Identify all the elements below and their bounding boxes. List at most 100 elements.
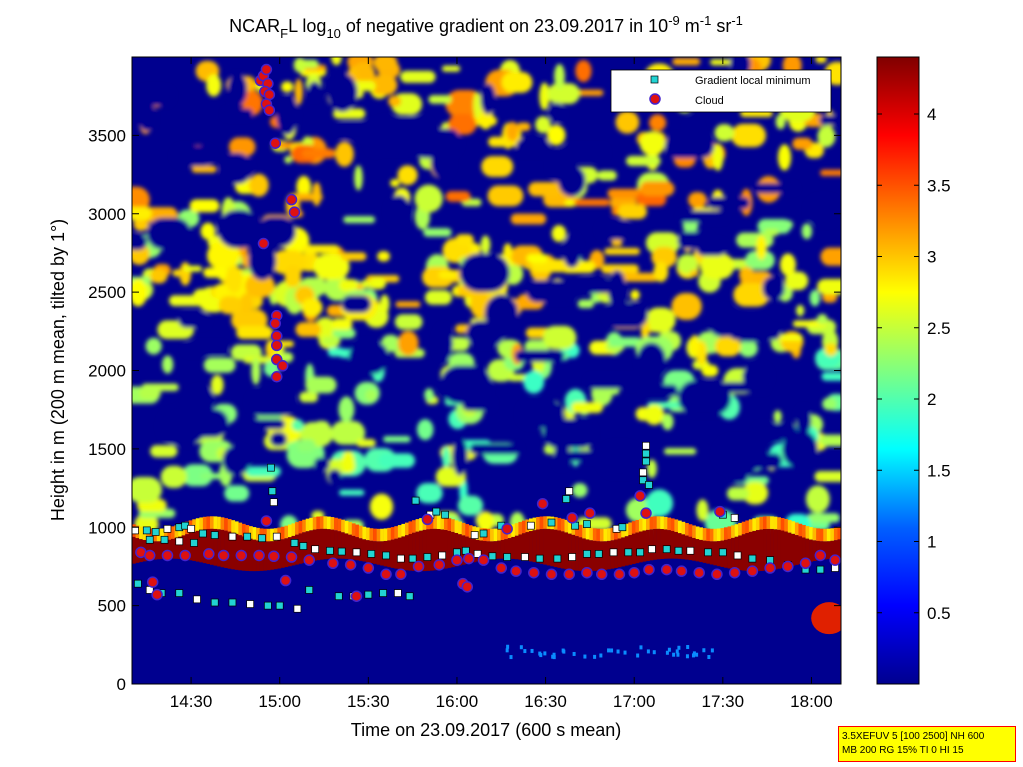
heat-cell	[695, 652, 699, 657]
heat-cell	[733, 283, 769, 307]
heat-cell	[246, 466, 281, 477]
boundary-layer-cell	[649, 516, 654, 530]
boundary-layer-cell	[798, 523, 803, 537]
heat-cell	[664, 134, 715, 158]
heat-cell	[792, 137, 813, 150]
heat-cell	[506, 644, 510, 649]
heat-cell	[542, 325, 577, 350]
boundary-layer-cell	[504, 539, 509, 559]
boundary-layer-cell	[178, 536, 182, 560]
boundary-layer-cell	[213, 528, 218, 566]
heat-cell	[244, 419, 286, 430]
cloud-point	[257, 237, 270, 250]
heat-cell	[331, 318, 353, 331]
heat-cell	[526, 253, 548, 263]
heat-cell	[203, 357, 236, 373]
heat-cell	[777, 144, 792, 171]
heat-cell	[338, 279, 359, 292]
cloud-point	[269, 317, 282, 330]
boundary-layer-cell	[660, 529, 665, 559]
cloud-point	[746, 565, 759, 577]
heat-cell	[294, 78, 303, 106]
heat-cell	[714, 124, 735, 142]
heat-cell	[745, 250, 775, 270]
heat-cell	[814, 471, 841, 482]
heat-cell	[806, 513, 841, 523]
heat-cell	[530, 648, 534, 653]
boundary-layer-cell	[433, 516, 438, 529]
gradient-minimum-point	[479, 529, 488, 538]
boundary-layer-cell	[532, 530, 537, 563]
boundary-layer-cell	[490, 528, 494, 542]
heat-cell	[630, 289, 640, 301]
cloud-point	[433, 559, 445, 571]
boundary-layer-cell	[656, 528, 661, 560]
heat-cell	[672, 652, 676, 657]
boundary-layer-cell	[716, 541, 721, 567]
boundary-layer-cell	[621, 537, 626, 567]
gradient-minimum-point	[423, 553, 432, 561]
boundary-layer-cell	[390, 527, 395, 540]
boundary-layer-cell	[617, 538, 622, 568]
cloud-point	[395, 568, 407, 581]
boundary-layer-cell	[224, 518, 228, 531]
heat-cell	[338, 396, 355, 423]
boundary-layer-cell	[500, 539, 505, 559]
heat-cell	[691, 653, 695, 658]
heat-cell	[307, 81, 322, 100]
heat-cell	[222, 445, 251, 476]
heat-cell	[604, 301, 648, 329]
heat-cell	[653, 261, 669, 283]
boundary-layer-cell	[816, 528, 820, 541]
gradient-minimum-point	[352, 548, 361, 557]
x-tick-label: 14:30	[170, 692, 213, 711]
heat-cell	[459, 253, 510, 292]
boundary-layer-cell	[447, 530, 452, 568]
gradient-minimum-point	[441, 510, 449, 519]
boundary-layer-cell	[631, 533, 636, 564]
boundary-layer-cell	[553, 517, 558, 530]
heat-cell	[516, 137, 551, 156]
cloud-point	[711, 568, 723, 581]
y-tick-label: 3000	[88, 205, 126, 224]
boundary-layer-cell	[443, 529, 448, 569]
boundary-layer-cell	[720, 528, 725, 541]
boundary-layer-cell	[812, 540, 817, 562]
boundary-layer-cell	[199, 517, 204, 530]
boundary-layer-cell	[667, 517, 672, 531]
colorbar-tick-label: 1	[927, 533, 936, 552]
heat-cell	[225, 265, 243, 294]
boundary-layer-cell	[646, 529, 650, 561]
heat-cell	[332, 328, 356, 339]
heat-cell	[424, 388, 435, 402]
heat-cell	[343, 216, 376, 224]
heat-cell	[160, 465, 187, 489]
heat-cell	[244, 274, 275, 298]
boundary-layer-cell	[752, 530, 757, 572]
heat-cell	[604, 247, 641, 255]
gradient-minimum-point	[175, 537, 184, 546]
heat-cell	[651, 246, 677, 268]
heat-cell	[236, 326, 274, 340]
heat-cell	[448, 113, 477, 135]
chart-title: NCARFL log10 of negative gradient on 23.…	[229, 13, 743, 41]
heat-cell	[313, 457, 330, 472]
boundary-layer-cell	[401, 523, 406, 537]
heat-cell	[135, 86, 174, 106]
heat-cell	[726, 486, 750, 501]
heat-cell	[820, 169, 841, 177]
boundary-layer-cell	[529, 531, 533, 562]
heat-cell	[386, 195, 412, 228]
heat-cell	[430, 146, 454, 180]
heat-cell	[753, 423, 798, 441]
boundary-layer-cell	[699, 539, 703, 563]
boundary-layer-cell	[149, 528, 154, 542]
heat-cell	[457, 495, 484, 516]
boundary-layer-cell	[543, 516, 548, 529]
gradient-minimum-point	[175, 589, 184, 597]
cloud-point	[146, 576, 159, 588]
heat-cell	[239, 293, 253, 314]
boundary-layer-cell	[316, 529, 321, 561]
heat-cell	[312, 182, 322, 207]
boundary-layer-cell	[823, 528, 828, 542]
